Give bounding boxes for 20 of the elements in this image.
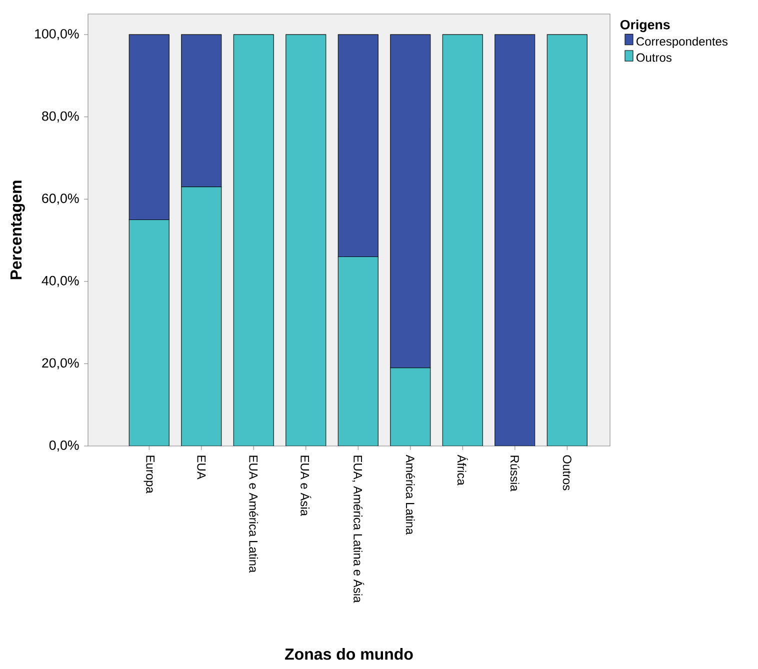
x-tick-label: Europa	[144, 456, 155, 494]
y-tick-label: 80,0%	[42, 111, 79, 122]
y-tick-label: 20,0%	[42, 358, 79, 370]
x-tick-label: Rússia	[510, 456, 520, 492]
legend-label: Correspondentes	[636, 36, 728, 48]
x-tick-label: Outros	[562, 455, 572, 490]
legend-label: Outros	[636, 53, 672, 62]
x-tick-label: América Latina	[406, 454, 415, 535]
y-tick-label: 60,0%	[42, 194, 79, 205]
y-axis-title: Percentagem	[10, 180, 25, 280]
legend-title: Origens	[620, 20, 670, 32]
x-tick-label: EUA	[197, 456, 206, 480]
x-tick-label: EUA e Ásia	[300, 456, 312, 516]
y-tick-label: 0,0%	[49, 440, 79, 452]
x-axis-title: Zonas do mundo	[285, 648, 413, 660]
x-tick-label: EUA, América Latina e Ásia	[352, 456, 364, 603]
y-tick-label: 40,0%	[42, 276, 79, 287]
y-tick-label: 100,0%	[35, 29, 79, 40]
x-tick-label: África	[457, 454, 468, 486]
x-tick-label: EUA e América Latina	[249, 456, 258, 573]
